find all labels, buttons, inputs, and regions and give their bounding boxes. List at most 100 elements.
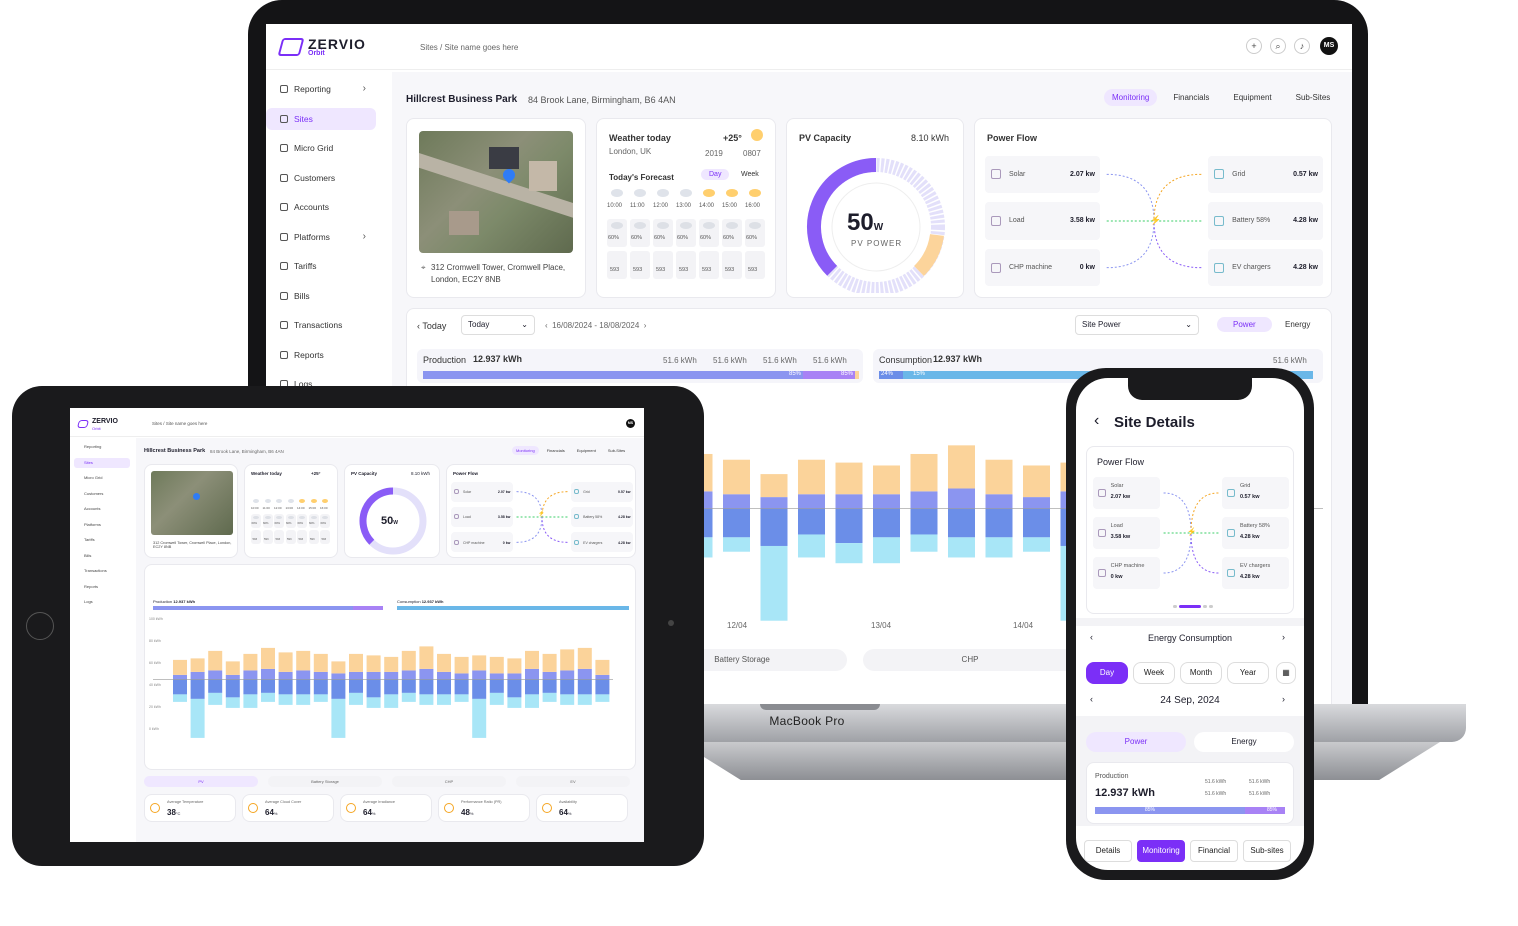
bar-segment[interactable] [366, 655, 381, 672]
bar-segment[interactable] [419, 668, 434, 680]
carousel-dots[interactable] [1173, 605, 1213, 608]
bar-segment[interactable] [208, 679, 223, 693]
bar-segment[interactable] [173, 679, 187, 695]
bar-segment[interactable] [798, 508, 825, 535]
bar-segment[interactable] [243, 694, 258, 708]
bar-segment[interactable] [873, 508, 900, 538]
back-today[interactable]: ‹ Today [417, 321, 447, 331]
bar-segment[interactable] [835, 462, 863, 495]
flow-node-solar[interactable]: Solar 2.07 kw [1093, 477, 1160, 509]
sidebar-item-reporting[interactable]: Reporting › [266, 78, 376, 100]
bar-segment[interactable] [798, 459, 825, 495]
bar-segment[interactable] [296, 650, 311, 671]
date-next-icon[interactable]: › [1282, 694, 1285, 704]
bar-segment[interactable] [542, 679, 557, 693]
bar-segment[interactable] [910, 508, 938, 535]
sidebar-item-micro-grid[interactable]: Micro Grid [74, 473, 130, 483]
avatar[interactable]: MS [626, 419, 635, 428]
bar-segment[interactable] [331, 673, 346, 680]
bar-segment[interactable] [542, 653, 557, 672]
bar-segment[interactable] [190, 671, 205, 680]
bar-segment[interactable] [401, 679, 416, 693]
bar-segment[interactable] [208, 670, 223, 680]
bar-segment[interactable] [985, 494, 1013, 509]
bar-segment[interactable] [454, 679, 469, 695]
bar-segment[interactable] [243, 679, 258, 695]
bar-segment[interactable] [1023, 465, 1050, 498]
tab-equipment[interactable]: Equipment [576, 448, 596, 453]
back-arrow-icon[interactable]: ‹ [1094, 412, 1100, 429]
sidebar-item-customers[interactable]: Customers [74, 489, 130, 499]
sidebar-item-platforms[interactable]: Platforms [74, 520, 130, 530]
breadcrumb-root[interactable]: Sites [152, 421, 163, 426]
period-month[interactable]: Month [1180, 662, 1222, 684]
bar-segment[interactable] [595, 674, 610, 680]
bar-segment[interactable] [419, 646, 434, 669]
bar-segment[interactable] [384, 656, 399, 672]
flow-node-solar[interactable]: Solar 2.07 kw [451, 481, 513, 502]
bar-segment[interactable] [489, 692, 504, 705]
bar-segment[interactable] [190, 679, 205, 699]
bar-segment[interactable] [173, 674, 187, 680]
bar-segment[interactable] [349, 692, 363, 705]
bar-segment[interactable] [760, 508, 788, 546]
bar-segment[interactable] [873, 465, 900, 495]
bar-segment[interactable] [278, 671, 293, 680]
bar-segment[interactable] [985, 508, 1013, 538]
bar-segment[interactable] [595, 679, 610, 695]
period-year[interactable]: Year [1227, 662, 1269, 684]
bar-segment[interactable] [208, 650, 223, 671]
bar-segment[interactable] [331, 698, 346, 738]
bar-segment[interactable] [296, 679, 311, 695]
bar-segment[interactable] [835, 494, 863, 509]
bar-segment[interactable] [243, 653, 258, 671]
flow-node-load[interactable]: Load 3.58 kw [985, 202, 1100, 240]
bar-segment[interactable] [910, 453, 938, 492]
bar-segment[interactable] [278, 652, 293, 672]
bar-segment[interactable] [190, 698, 205, 738]
bar-segment[interactable] [948, 537, 975, 558]
tab-chp[interactable]: CHP [392, 776, 506, 787]
bar-segment[interactable] [985, 459, 1013, 495]
bar-segment[interactable] [723, 459, 750, 495]
sidebar-item-logs[interactable]: Logs [74, 597, 130, 607]
bar-segment[interactable] [313, 694, 328, 702]
bar-segment[interactable] [560, 670, 575, 680]
sidebar-item-bills[interactable]: Bills [74, 551, 130, 561]
sidebar-item-customers[interactable]: Customers [266, 167, 376, 189]
bar-segment[interactable] [1023, 497, 1050, 509]
bar-segment[interactable] [1023, 537, 1050, 552]
bar-segment[interactable] [225, 661, 240, 675]
bar-segment[interactable] [401, 670, 416, 680]
bar-segment[interactable] [798, 534, 825, 558]
bar-segment[interactable] [948, 488, 975, 509]
sidebar-item-accounts[interactable]: Accounts [266, 196, 376, 218]
flow-node-chp-machine[interactable]: CHP machine 0 kw [451, 532, 513, 553]
bar-segment[interactable] [225, 697, 240, 708]
flow-node-grid[interactable]: Grid 0.57 kw [571, 481, 633, 502]
flow-node-load[interactable]: Load 3.58 kw [1093, 517, 1160, 549]
energy-toggle[interactable]: Energy [1285, 320, 1311, 329]
nav-monitoring[interactable]: Monitoring [1137, 840, 1185, 862]
bar-segment[interactable] [349, 671, 363, 680]
tab-ev[interactable]: EV [516, 776, 630, 787]
bar-segment[interactable] [595, 659, 610, 675]
bar-segment[interactable] [472, 670, 487, 680]
nav-details[interactable]: Details [1084, 840, 1132, 862]
bar-segment[interactable] [489, 656, 504, 674]
period-week[interactable]: Week [1133, 662, 1175, 684]
sidebar-item-micro-grid[interactable]: Micro Grid [266, 137, 376, 159]
bar-segment[interactable] [454, 694, 469, 702]
sidebar-item-reports[interactable]: Reports [266, 344, 376, 366]
bar-segment[interactable] [454, 673, 469, 680]
tab-battery-storage[interactable]: Battery Storage [268, 776, 382, 787]
bar-segment[interactable] [331, 679, 346, 699]
bar-segment[interactable] [384, 694, 399, 708]
bar-segment[interactable] [313, 653, 328, 672]
bar-segment[interactable] [489, 673, 504, 680]
bar-segment[interactable] [525, 694, 539, 708]
flow-node-chp-machine[interactable]: CHP machine 0 kw [985, 249, 1100, 287]
power-toggle[interactable]: Power [1217, 317, 1272, 332]
search-icon[interactable]: ⌕ [1270, 38, 1286, 54]
tab-equipment[interactable]: Equipment [1233, 93, 1272, 102]
